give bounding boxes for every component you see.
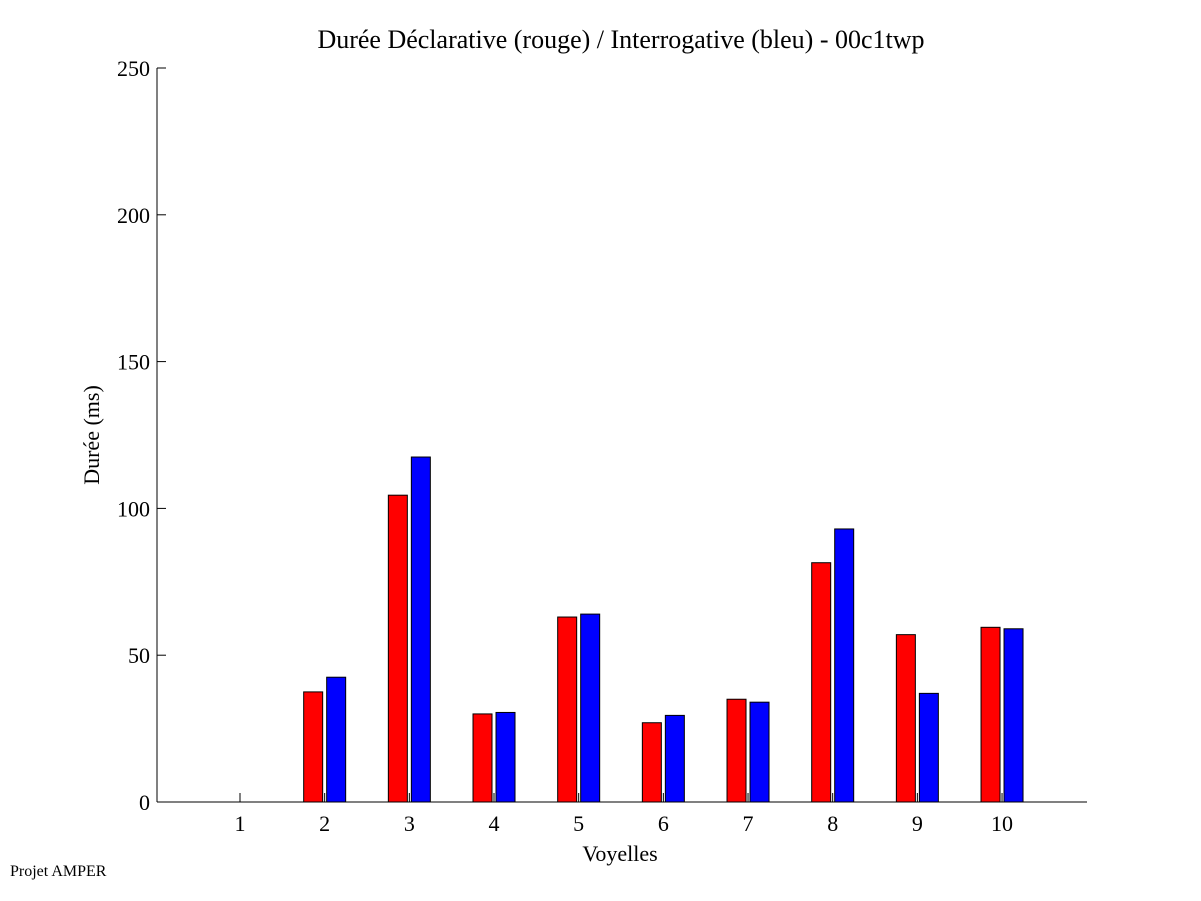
y-tick-label: 250 [117,56,150,81]
y-tick-label: 100 [117,496,150,521]
footer-credit: Projet AMPER [10,863,107,880]
bar-series1-cat2 [303,691,324,803]
bar-series1-cat3 [387,494,408,803]
bar-series2-cat10 [1003,628,1024,803]
x-tick-label: 2 [319,811,330,836]
y-tick-label: 200 [117,203,150,228]
bar-series2-cat7 [749,701,770,803]
bars-group [303,456,1024,803]
chart-title: Durée Déclarative (rouge) / Interrogativ… [317,25,924,54]
bar-series1-cat7 [726,698,747,803]
x-tick-label: 4 [489,811,500,836]
y-tick-label: 50 [128,643,150,668]
axes-group: 0 50 100 150 200 250 1 2 3 4 5 6 7 8 9 10 [117,56,1087,836]
bar-series1-cat4 [472,713,493,803]
bar-series2-cat3 [410,456,431,803]
x-tick-label: 9 [912,811,923,836]
bar-series1-cat8 [811,562,832,803]
bar-series2-cat6 [664,714,685,803]
x-axis-label: Voyelles [582,841,657,866]
y-axis-label: Durée (ms) [79,385,104,485]
bar-series1-cat10 [980,626,1001,803]
x-tick-label: 5 [573,811,584,836]
bar-series2-cat8 [834,528,855,803]
bar-series2-cat4 [495,711,516,803]
y-tick-label: 150 [117,350,150,375]
bar-series1-cat6 [641,722,662,803]
x-tick-label: 10 [991,811,1013,836]
bar-series2-cat9 [918,692,939,803]
x-tick-label: 8 [827,811,838,836]
y-tick-label: 0 [139,790,150,815]
x-tick-label: 7 [743,811,754,836]
bar-series1-cat5 [557,616,578,803]
x-tick-label: 1 [235,811,246,836]
x-tick-label: 3 [404,811,415,836]
bar-series2-cat5 [580,613,601,803]
bar-series2-cat2 [326,676,347,803]
x-tick-label: 6 [658,811,669,836]
bar-series1-cat9 [895,634,916,803]
